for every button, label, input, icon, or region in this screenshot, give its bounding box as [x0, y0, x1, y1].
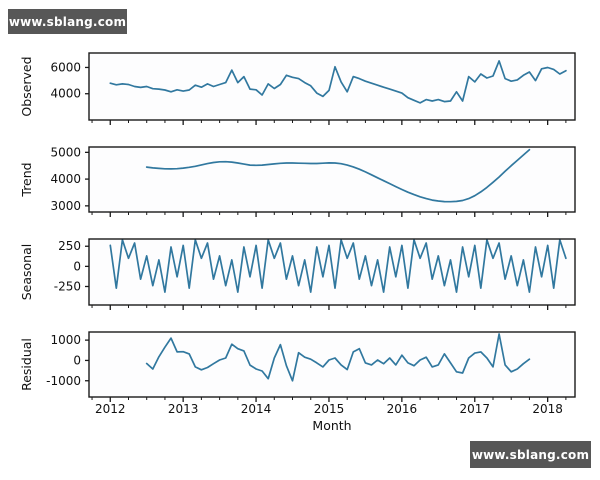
- subplot-observed: 4000 6000 Observed: [19, 52, 576, 125]
- trend-y-tick-label: 4000: [50, 172, 81, 186]
- x-tick-label-2017: 2017: [459, 402, 490, 416]
- residual-axes-background: [89, 332, 575, 397]
- residual-line: [145, 333, 531, 382]
- observed-y-tick-label: 6000: [50, 60, 81, 74]
- x-tick-label-2016: 2016: [387, 402, 418, 416]
- seasonal-y-tick-label: 250: [58, 239, 81, 253]
- observed-ylabel: Observed: [19, 56, 34, 116]
- x-tick-label-2012: 2012: [95, 402, 126, 416]
- residual-y-tick-label: -1000: [46, 374, 81, 388]
- seasonal-line: [109, 238, 567, 293]
- watermark-top-left: www.sblang.com: [8, 9, 127, 34]
- x-tick-label-2014: 2014: [241, 402, 272, 416]
- x-tick-label-2015: 2015: [314, 402, 345, 416]
- trend-y-tick-label: 3000: [50, 199, 81, 213]
- observed-line: [109, 60, 567, 104]
- seasonal-y-tick-label: -250: [54, 279, 81, 293]
- residual-spines: [88, 331, 576, 398]
- subplot-seasonal: -250 0 250 Seasonal: [19, 238, 576, 310]
- x-tick-label-2018: 2018: [532, 402, 563, 416]
- seasonal-spines: [88, 238, 576, 306]
- seasonal-y-tick-label: 0: [73, 259, 81, 273]
- trend-spines: [88, 146, 576, 213]
- trend-line: [145, 148, 531, 203]
- observed-axes-background: [89, 53, 575, 120]
- watermark-bottom-right: www.sblang.com: [470, 441, 591, 468]
- observed-y-tick-label: 4000: [50, 87, 81, 101]
- subplot-trend: 3000 4000 5000 Trend: [19, 145, 576, 217]
- trend-ylabel: Trend: [19, 162, 34, 197]
- residual-y-tick-label: 0: [73, 353, 81, 367]
- residual-y-tick-label: 1000: [50, 333, 81, 347]
- trend-axes-background: [89, 147, 575, 212]
- residual-ylabel: Residual: [19, 338, 34, 391]
- seasonal-ylabel: Seasonal: [19, 244, 34, 301]
- x-axis-label: Month: [312, 418, 351, 433]
- subplot-residual: -1000 0 1000 Residual 2012 2013 2014 2015 2016 20…: [19, 331, 576, 433]
- observed-spines: [88, 52, 576, 121]
- x-tick-label-2013: 2013: [168, 402, 199, 416]
- trend-y-tick-label: 5000: [50, 145, 81, 159]
